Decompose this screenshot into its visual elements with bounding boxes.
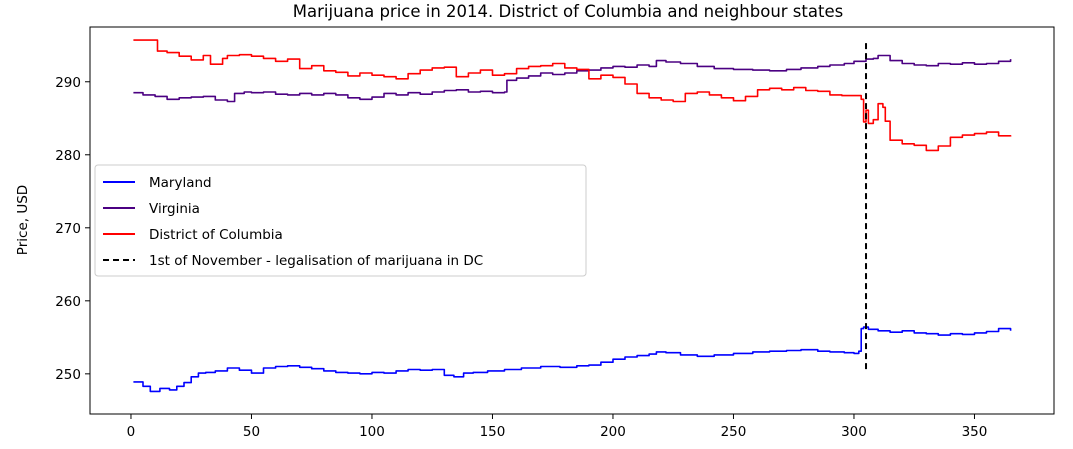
- x-tick-label: 350: [962, 424, 988, 440]
- x-axis: 0 50 100 150 200 250 300 350: [127, 414, 988, 440]
- plot-area-frame: [89, 26, 1055, 415]
- legend-entry-label: Maryland: [149, 175, 212, 191]
- legend-entry-label: Virginia: [149, 201, 200, 217]
- y-tick-label: 290: [55, 75, 81, 91]
- y-tick-label: 260: [55, 294, 81, 310]
- x-tick-label: 300: [841, 424, 867, 440]
- legend-entry-label: 1st of November - legalisation of mariju…: [149, 253, 483, 269]
- series-layer: [133, 39, 1012, 393]
- x-tick-label: 250: [721, 424, 747, 440]
- y-axis-label: Price, USD: [15, 185, 31, 255]
- y-tick-label: 270: [55, 221, 81, 237]
- legend: Maryland Virginia District of Columbia 1st …: [94, 164, 587, 277]
- x-tick-label: 150: [480, 424, 506, 440]
- chart-title: Marijuana price in 2014. District of Col…: [293, 2, 843, 21]
- y-axis: 250 260 270 280 290: [55, 75, 90, 383]
- x-tick-label: 100: [359, 424, 385, 440]
- legend-box: [94, 164, 587, 277]
- series-line-district-of-columbia: [133, 39, 1012, 152]
- y-tick-label: 280: [55, 148, 81, 164]
- x-tick-label: 0: [127, 424, 136, 440]
- legend-entry-label: District of Columbia: [149, 227, 283, 243]
- y-tick-label: 250: [55, 367, 81, 383]
- x-tick-label: 50: [243, 424, 260, 440]
- x-tick-label: 200: [600, 424, 626, 440]
- series-line-virginia: [133, 54, 1012, 103]
- series-line-maryland: [133, 326, 1012, 393]
